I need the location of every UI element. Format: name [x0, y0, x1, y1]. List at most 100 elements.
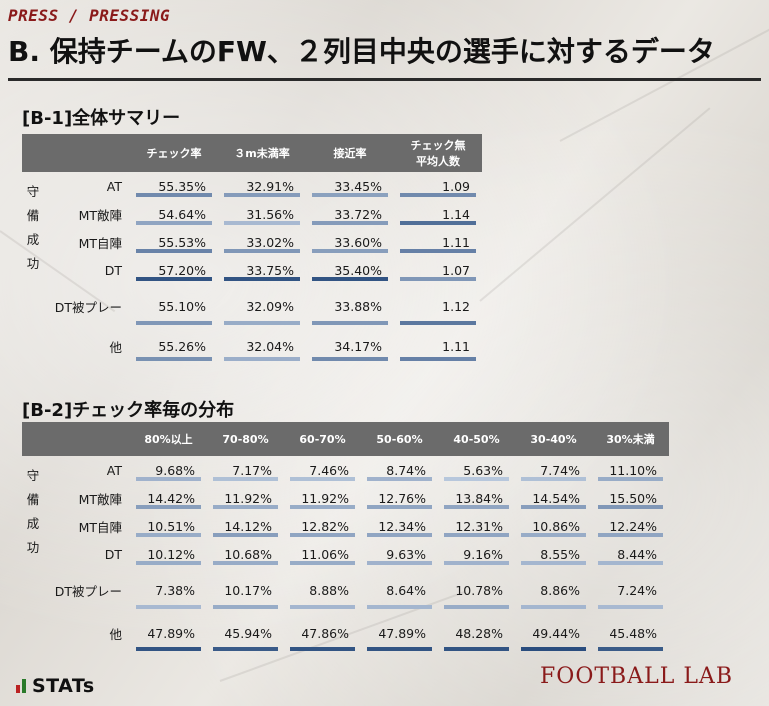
value-text: 10.78% [455, 582, 503, 598]
side-label-char: 守 [26, 184, 40, 199]
value-cell: 14.54% [515, 484, 592, 512]
value-cell: 55.10% [130, 284, 218, 328]
value-text: 14.54% [532, 490, 580, 506]
table-row: 守備成功 AT 55.35% 32.91% 33.45% 1.09 [22, 172, 482, 271]
value-cell: 12.24% [592, 512, 669, 540]
row-label: AT [106, 178, 122, 194]
value-text: 14.12% [224, 518, 272, 534]
value-cell: 8.64% [361, 568, 438, 612]
value-cell: 15.50% [592, 484, 669, 512]
side-label-char: 備 [26, 492, 40, 507]
value-text: 33.75% [246, 262, 294, 278]
value-cell: 1.11 [394, 328, 482, 364]
table-row: MT敵陣 14.42% 11.92% 11.92% 12.76% 13.84% 14.54%… [22, 484, 669, 512]
table-row: 守備成功 AT 9.68% 7.17% 7.46% 8.74% 5.63% 7.74% 11.1… [22, 456, 669, 555]
value-bar [312, 277, 388, 281]
value-bar [400, 249, 476, 253]
value-bar [598, 605, 663, 609]
value-bar [136, 477, 201, 481]
side-label-char: 守 [26, 468, 40, 483]
row-label: MT自陣 [78, 235, 122, 251]
value-cell: 33.88% [306, 284, 394, 328]
value-bar [521, 505, 586, 509]
value-text: 33.72% [334, 206, 382, 222]
b2-title: [B-2]チェック率毎の分布 [22, 400, 235, 421]
title-underline [8, 78, 761, 81]
b1-title: [B-1]全体サマリー [22, 108, 181, 129]
value-bar [444, 505, 509, 509]
value-bar [400, 321, 476, 325]
value-text: 9.68% [155, 462, 195, 478]
value-cell: 1.12 [394, 284, 482, 328]
side-blank [22, 612, 44, 654]
value-bar [367, 477, 432, 481]
value-text: 7.24% [617, 582, 657, 598]
value-bar [400, 357, 476, 361]
value-text: 8.88% [309, 582, 349, 598]
value-bar [444, 561, 509, 565]
value-text: 10.12% [147, 546, 195, 562]
side-blank [22, 568, 44, 612]
value-cell: 45.94% [207, 612, 284, 654]
value-bar [213, 561, 278, 565]
value-cell: 9.68% [130, 456, 207, 484]
value-bar [598, 561, 663, 565]
column-header: 80%以上 [130, 422, 207, 456]
value-cell: 55.35% [130, 172, 218, 200]
value-cell: 54.64% [130, 200, 218, 228]
row-label: MT敵陣 [78, 491, 122, 507]
column-header: 30%未満 [592, 422, 669, 456]
column-header: 60-70% [284, 422, 361, 456]
value-cell: 7.46% [284, 456, 361, 484]
table-row: MT敵陣 54.64% 31.56% 33.72% 1.14 [22, 200, 482, 228]
row-label: DT被プレー [54, 299, 122, 315]
value-text: 10.17% [224, 582, 272, 598]
value-text: 11.92% [301, 490, 349, 506]
value-cell: 10.78% [438, 568, 515, 612]
value-text: 10.86% [532, 518, 580, 534]
value-bar [521, 561, 586, 565]
column-header: 40-50% [438, 422, 515, 456]
distribution-table: 80%以上 70-80% 60-70% 50-60% 40-50% 30-40% 30%未満… [22, 422, 669, 654]
value-cell: 1.14 [394, 200, 482, 228]
value-text: 9.16% [463, 546, 503, 562]
value-text: 32.09% [246, 298, 294, 314]
value-cell: 9.16% [438, 540, 515, 568]
value-bar [224, 249, 300, 253]
value-cell: 45.48% [592, 612, 669, 654]
value-cell: 12.31% [438, 512, 515, 540]
value-bar [136, 249, 212, 253]
column-header: 50-60% [361, 422, 438, 456]
value-text: 32.04% [246, 338, 294, 354]
value-cell: 10.12% [130, 540, 207, 568]
value-text: 32.91% [246, 178, 294, 194]
value-cell: 13.84% [438, 484, 515, 512]
value-bar [367, 647, 432, 651]
value-bar [444, 533, 509, 537]
value-cell: 35.40% [306, 256, 394, 284]
value-text: 45.48% [609, 625, 657, 641]
table-row: DT被プレー 55.10% 32.09% 33.88% 1.12 [22, 284, 482, 328]
value-cell: 31.56% [218, 200, 306, 228]
value-cell: 11.92% [207, 484, 284, 512]
value-bar [367, 605, 432, 609]
value-text: 34.17% [334, 338, 382, 354]
value-text: 33.88% [334, 298, 382, 314]
value-text: 8.64% [386, 582, 426, 598]
value-cell: 55.53% [130, 228, 218, 256]
value-bar [444, 647, 509, 651]
value-cell: 7.74% [515, 456, 592, 484]
value-text: 1.07 [442, 262, 470, 278]
value-bar [136, 505, 201, 509]
value-text: 1.11 [442, 234, 470, 250]
value-text: 9.63% [386, 546, 426, 562]
side-label: 守備成功 [22, 172, 44, 284]
value-text: 55.10% [158, 298, 206, 314]
value-bar [290, 533, 355, 537]
value-bar [224, 357, 300, 361]
value-text: 13.84% [455, 490, 503, 506]
header-blank [22, 422, 130, 456]
value-text: 8.86% [540, 582, 580, 598]
stats-logo: STATs [16, 675, 95, 697]
value-bar [312, 221, 388, 225]
